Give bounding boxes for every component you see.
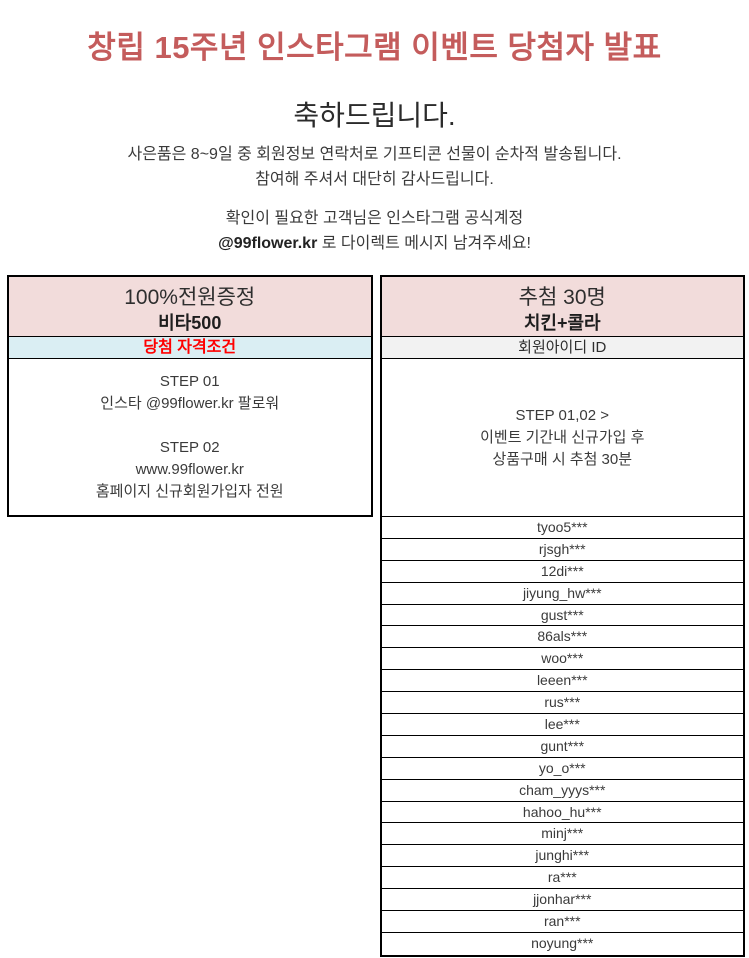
winner-row: 86als*** [381, 626, 743, 649]
draw-prize-name: 치킨+콜라 [523, 313, 601, 333]
member-id-header: 회원아이디 ID [381, 337, 743, 359]
gift-prize-name: 비타500 [158, 313, 222, 333]
notice-line: 참여해 주셔서 대단히 감사드립니다. [255, 171, 494, 188]
page-title: 창립 15주년 인스타그램 이벤트 당첨자 발표 [87, 30, 662, 65]
condition-line: STEP 01 [159, 373, 220, 390]
winner-row: 12di*** [381, 561, 743, 583]
draw-condition-body: STEP 01,02 > 이벤트 기간내 신규가입 후 상품구매 시 추첨 30… [381, 359, 743, 517]
winner-row: gunt*** [381, 736, 743, 758]
winner-row: minj*** [381, 823, 743, 846]
condition-line: www.99flower.kr [135, 461, 244, 478]
winner-row: rjsgh*** [381, 539, 743, 561]
winner-tables: 100%전원증정 비타500 당첨 자격조건 STEP 01 인스타 @99fl… [0, 275, 749, 957]
draw-table: 추첨 30명 치킨+콜라 회원아이디 ID STEP 01,02 > 이벤트 기… [379, 275, 745, 957]
shipping-notice: 사은품은 8~9일 중 회원정보 연락처로 기프티콘 선물이 순차적 발송됩니다… [0, 142, 749, 192]
winner-row: jjonhar*** [381, 889, 743, 912]
draw-prize-label: 추첨 30명 [518, 286, 606, 309]
winner-row: cham_yyys*** [381, 780, 743, 802]
gift-condition-header: 당첨 자격조건 [9, 337, 371, 359]
winner-row: jiyung_hw*** [381, 583, 743, 605]
contact-line-2: @99flower.kr 로 다이렉트 메시지 남겨주세요! [0, 231, 749, 256]
winner-row: tyoo5*** [381, 517, 743, 539]
winner-row: hahoo_hu*** [381, 802, 743, 824]
notice-line: 사은품은 8~9일 중 회원정보 연락처로 기프티콘 선물이 순차적 발송됩니다… [127, 146, 622, 163]
winner-row: noyung*** [531, 934, 594, 951]
condition-line: 홈페이지 신규회원가입자 전원 [95, 483, 284, 500]
gift-prize-label: 100%전원증정 [124, 286, 256, 309]
gift-table-header: 100%전원증정 비타500 [9, 277, 371, 337]
winner-row: gust*** [381, 605, 743, 627]
contact-line-1: 확인이 필요한 고객님은 인스타그램 공식계정 [225, 210, 524, 227]
winner-row: woo*** [381, 648, 743, 671]
condition-line: 인스타 @99flower.kr 팔로워 [100, 395, 280, 412]
congrats-heading: 축하드립니다. [293, 100, 456, 131]
condition-line [9, 415, 371, 437]
gift-table: 100%전원증정 비타500 당첨 자격조건 STEP 01 인스타 @99fl… [7, 275, 373, 517]
gift-condition-body: STEP 01 인스타 @99flower.kr 팔로워 STEP 02 www… [9, 359, 371, 515]
winner-row: leeen*** [381, 670, 743, 693]
winner-row: ran*** [381, 911, 743, 933]
condition-line: 이벤트 기간내 신규가입 후 [480, 428, 645, 446]
winner-row: ra*** [381, 867, 743, 890]
condition-line: 상품구매 시 추첨 30분 [492, 450, 633, 468]
contact-line-2-text: 로 다이렉트 메시지 남겨주세요! [317, 235, 531, 252]
winner-row: lee*** [381, 714, 743, 736]
condition-line: STEP 01,02 > [515, 406, 610, 424]
winner-id-list: tyoo5*** rjsgh*** 12di*** jiyung_hw*** g… [381, 517, 743, 955]
instagram-handle: @99flower.kr [218, 235, 318, 252]
winner-row: rus*** [381, 692, 743, 715]
winner-row: yo_o*** [381, 758, 743, 780]
draw-table-header: 추첨 30명 치킨+콜라 [381, 277, 743, 337]
winner-row: junghi*** [381, 845, 743, 868]
contact-info: 확인이 필요한 고객님은 인스타그램 공식계정 @99flower.kr 로 다… [0, 206, 749, 256]
condition-line: STEP 02 [159, 439, 220, 456]
